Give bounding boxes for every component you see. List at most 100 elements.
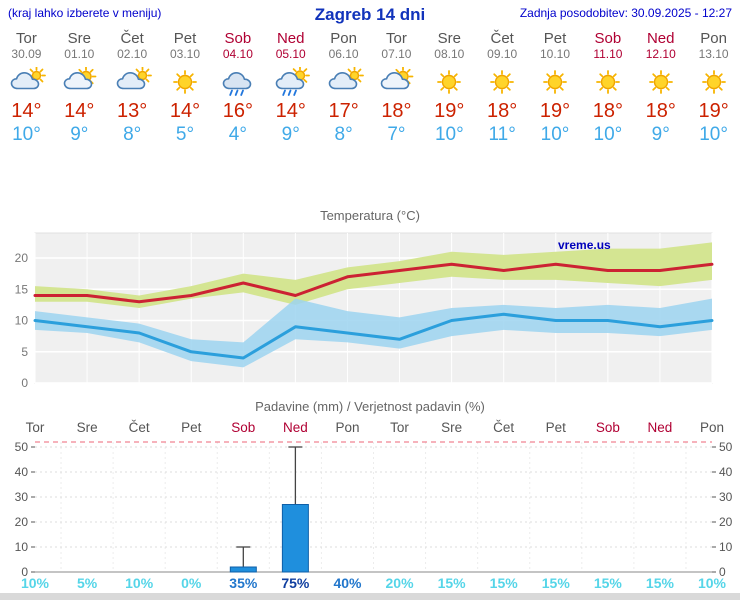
sun-ray	[546, 86, 551, 91]
precip-ytick-label-right: 10	[719, 540, 733, 554]
precip-day-label: Sre	[441, 420, 462, 435]
sun-disc	[137, 70, 148, 81]
day-icon-slot	[641, 67, 681, 97]
day-name: Pon	[700, 30, 727, 47]
precip-chart-title: Padavine (mm) / Verjetnost padavin (%)	[255, 399, 485, 414]
day-tmin: 7°	[387, 124, 406, 145]
day-date: 01.10	[64, 47, 95, 61]
weather-icon-rain	[222, 72, 252, 96]
sun-ray	[407, 68, 412, 73]
sun-ray	[189, 86, 194, 91]
day-column: Sob 11.10 18° 10°	[581, 30, 634, 146]
sun-ray	[599, 73, 604, 78]
last-update-label: Zadnja posodobitev: 30.09.2025 - 12:27	[519, 6, 732, 20]
precip-probability-label: 75%	[281, 575, 310, 591]
day-icon-slot	[588, 67, 628, 97]
precip-ytick-label-right: 50	[719, 440, 733, 454]
sun-ray	[189, 73, 194, 78]
sun-ray	[704, 73, 709, 78]
sun-ray	[89, 68, 94, 73]
day-column: Čet 09.10 18° 11°	[476, 30, 529, 146]
day-icon-slot	[165, 67, 205, 97]
day-name: Sre	[67, 30, 91, 47]
sun-ray	[145, 68, 150, 73]
day-tmax: 19°	[539, 100, 571, 122]
sun-disc	[494, 74, 510, 90]
day-column: Pon 06.10 17° 8°	[317, 30, 370, 146]
precip-day-label: Tor	[26, 420, 45, 435]
day-tmax: 14°	[11, 100, 42, 122]
day-tmax: 17°	[328, 100, 359, 122]
day-tmin: 9°	[651, 124, 670, 145]
day-date: 08.10	[434, 47, 465, 61]
sun-ray	[78, 68, 83, 73]
day-name: Sob	[224, 30, 252, 47]
weather-icon-sunny	[490, 70, 515, 94]
precip-day-label: Čet	[493, 420, 514, 435]
sun-ray	[612, 73, 617, 78]
day-column: Sob 04.10 16° 4°	[211, 30, 264, 146]
day-tmin: 8°	[334, 124, 353, 145]
day-icon-slot	[694, 67, 734, 97]
day-date: 02.10	[117, 47, 148, 61]
precip-probability-label: 15%	[542, 575, 571, 591]
day-column: Ned 05.10 14° 9°	[264, 30, 317, 146]
day-column: Sre 08.10 19° 10°	[423, 30, 476, 146]
day-name: Tor	[16, 30, 37, 47]
day-tmax: 18°	[645, 100, 676, 122]
sun-ray	[145, 78, 150, 83]
sun-ray	[39, 78, 44, 83]
page-title: Zagreb 14 dni	[314, 5, 426, 24]
day-tmin: 10°	[12, 124, 41, 145]
day-icon-slot	[6, 67, 47, 97]
day-icon-slot	[271, 67, 311, 97]
sun-disc	[32, 70, 42, 81]
day-name: Čet	[490, 30, 514, 47]
precip-probability-label: 15%	[490, 575, 519, 591]
sun-disc	[600, 74, 616, 90]
tmax-line	[33, 262, 714, 304]
day-tmin: 4°	[228, 124, 247, 145]
cloud-shape	[328, 72, 357, 90]
sun-ray	[718, 73, 723, 78]
day-name: Pon	[330, 30, 357, 47]
temp-chart-title: Temperatura (°C)	[320, 208, 420, 223]
day-tmax: 14°	[169, 100, 201, 122]
weather-icon-sunny	[173, 70, 197, 94]
day-date: 13.10	[698, 47, 729, 61]
day-column: Pet 10.10 19° 10°	[529, 30, 582, 146]
day-date: 04.10	[222, 47, 253, 61]
watermark-link[interactable]: vreme.us	[558, 238, 611, 252]
precip-probability-label: 0%	[181, 575, 202, 591]
precip-bar	[229, 566, 257, 573]
temp-ytick-label: 5	[21, 345, 28, 359]
weather-icon-cloudy	[11, 67, 47, 90]
precip-day-label: Pon	[700, 420, 724, 435]
precip-ytick-label-left: 50	[15, 440, 29, 454]
day-icon-slot	[376, 67, 416, 97]
sun-disc	[547, 74, 563, 90]
sun-ray	[546, 73, 551, 78]
precip-probability-label: 10%	[125, 575, 154, 591]
cloud-shape	[275, 72, 305, 90]
precip-probability-label: 20%	[386, 575, 415, 591]
rain-drops	[229, 89, 244, 96]
temp-ytick-label: 15	[15, 282, 29, 296]
precip-bar	[281, 504, 309, 573]
weather-icon-sun-showers	[275, 67, 310, 96]
cloud-shape	[63, 72, 93, 90]
day-name: Sob	[594, 30, 622, 47]
location-menu-hint: (kraj lahko izberete v meniju)	[8, 6, 162, 20]
sun-ray	[303, 78, 308, 83]
day-tmin: 10°	[699, 124, 728, 145]
precip-day-label: Sob	[231, 420, 255, 435]
sun-ray	[559, 86, 564, 91]
cloud-shape	[381, 72, 410, 90]
precip-probability-label: 35%	[229, 575, 258, 591]
day-icon-slot	[535, 67, 575, 97]
day-tmax: 19°	[698, 100, 729, 122]
sun-disc	[653, 74, 668, 90]
precip-ytick-label-left: 10	[15, 540, 29, 554]
sun-ray	[176, 86, 181, 91]
precip-day-label: Sre	[77, 420, 98, 435]
